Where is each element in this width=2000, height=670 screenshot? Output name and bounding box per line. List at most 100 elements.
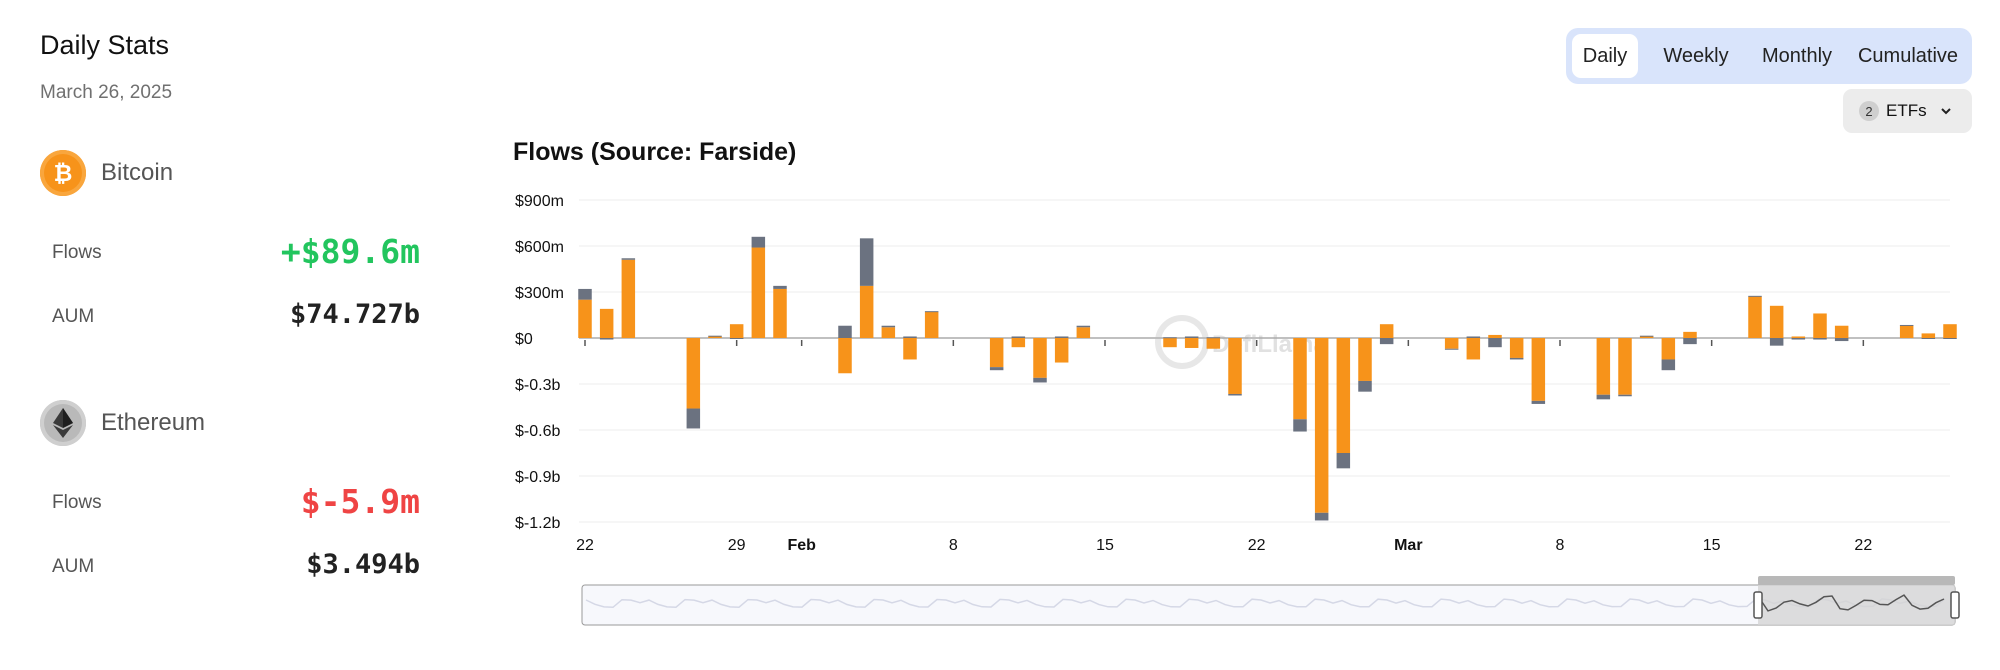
period-daily-button[interactable]: Daily — [1572, 34, 1638, 78]
ethereum-bar[interactable] — [1444, 348, 1459, 350]
bitcoin-bar[interactable] — [1379, 324, 1394, 338]
ethereum-bar[interactable] — [729, 338, 744, 339]
bitcoin-bar[interactable] — [838, 338, 852, 374]
bitcoin-bar[interactable] — [1834, 325, 1849, 338]
ethereum-bar[interactable] — [1899, 324, 1914, 326]
ethereum-bar[interactable] — [989, 367, 1004, 371]
bitcoin-bar[interactable] — [881, 327, 896, 338]
ethereum-bar[interactable] — [1748, 295, 1762, 297]
ethereum-bar[interactable] — [1163, 337, 1177, 339]
bitcoin-bar[interactable] — [1206, 338, 1221, 349]
zoom-handle-right[interactable] — [1950, 591, 1960, 619]
zoom-handle-left[interactable] — [1753, 591, 1763, 619]
bitcoin-bar[interactable] — [1661, 338, 1676, 360]
ethereum-bar[interactable] — [1336, 453, 1351, 469]
ethereum-bar[interactable] — [1769, 338, 1784, 346]
bitcoin-bar[interactable] — [1163, 338, 1177, 348]
ethereum-bar[interactable] — [599, 338, 614, 340]
ethereum-bar[interactable] — [1943, 338, 1957, 339]
ethereum-bar[interactable] — [1618, 394, 1632, 397]
ethereum-bar[interactable] — [1011, 336, 1026, 338]
ethereum-bar[interactable] — [751, 236, 766, 248]
bitcoin-bar[interactable] — [1011, 338, 1026, 348]
bitcoin-bar[interactable] — [1791, 336, 1806, 338]
ethereum-bar[interactable] — [1054, 336, 1069, 338]
ethereum-bar[interactable] — [773, 285, 787, 289]
bitcoin-bar[interactable] — [1639, 336, 1654, 338]
ethereum-bar[interactable] — [1661, 359, 1676, 371]
ethereum-bar[interactable] — [1531, 400, 1546, 404]
bitcoin-bar[interactable] — [1899, 325, 1914, 338]
ethereum-bar[interactable] — [1033, 377, 1047, 383]
bitcoin-bar[interactable] — [578, 299, 592, 338]
bitcoin-bar[interactable] — [1769, 305, 1784, 338]
ethereum-bar[interactable] — [708, 335, 722, 337]
bitcoin-bar[interactable] — [903, 338, 917, 360]
bitcoin-bar[interactable] — [989, 338, 1004, 368]
bitcoin-bar[interactable] — [686, 338, 701, 409]
bitcoin-bar[interactable] — [1228, 338, 1242, 394]
ethereum-bar[interactable] — [1228, 393, 1242, 396]
ethereum-bar[interactable] — [1488, 338, 1502, 348]
ethereum-bar[interactable] — [1184, 336, 1199, 338]
bitcoin-bar[interactable] — [1444, 338, 1459, 349]
bitcoin-bar[interactable] — [1488, 334, 1502, 338]
bitcoin-bar[interactable] — [1618, 338, 1632, 395]
bitcoin-bar[interactable] — [1596, 338, 1611, 395]
ethereum-bar[interactable] — [1206, 337, 1221, 339]
ethereum-bar[interactable] — [1293, 419, 1307, 432]
period-weekly-button[interactable]: Weekly — [1663, 44, 1729, 67]
bitcoin-bar[interactable] — [1076, 327, 1091, 338]
bitcoin-bar[interactable] — [1531, 338, 1546, 401]
ethereum-bar[interactable] — [1639, 335, 1654, 337]
ethereum-bar[interactable] — [686, 408, 701, 429]
bitcoin-bar[interactable] — [1943, 324, 1957, 338]
bitcoin-bar[interactable] — [1054, 338, 1069, 363]
zoom-drag-bar[interactable] — [1758, 576, 1955, 585]
bitcoin-bar[interactable] — [621, 259, 636, 338]
bitcoin-bar[interactable] — [924, 311, 939, 338]
ethereum-bar[interactable] — [621, 258, 636, 260]
period-monthly-button[interactable]: Monthly — [1761, 44, 1833, 67]
bitcoin-bar[interactable] — [1748, 296, 1762, 338]
bitcoin-bar[interactable] — [859, 285, 874, 338]
bitcoin-bar[interactable] — [708, 336, 722, 338]
ethereum-bar[interactable] — [1813, 338, 1827, 340]
ethereum-bar[interactable] — [1379, 338, 1394, 345]
ethereum-bar[interactable] — [1921, 338, 1936, 339]
ethereum-bar[interactable] — [1358, 380, 1372, 392]
period-cumulative-button[interactable]: Cumulative — [1857, 44, 1959, 67]
x-tick-label: 22 — [1854, 537, 1872, 554]
bitcoin-bar[interactable] — [729, 324, 744, 338]
ethereum-bar[interactable] — [881, 325, 896, 328]
bitcoin-bar[interactable] — [1466, 338, 1481, 360]
bitcoin-bar[interactable] — [1314, 338, 1329, 513]
bitcoin-bar[interactable] — [1293, 338, 1307, 420]
ethereum-bar[interactable] — [1791, 338, 1806, 340]
bitcoin-bar[interactable] — [1921, 333, 1936, 338]
bitcoin-bar[interactable] — [1033, 338, 1047, 378]
ethereum-bar[interactable] — [859, 238, 874, 286]
bitcoin-bar[interactable] — [1336, 338, 1351, 453]
zoom-slider[interactable] — [581, 576, 1960, 626]
ethereum-bar[interactable] — [924, 311, 939, 313]
bitcoin-bar[interactable] — [599, 308, 614, 338]
bitcoin-bar[interactable] — [1358, 338, 1372, 381]
ethereum-bar[interactable] — [1834, 338, 1849, 342]
etf-filter-dropdown[interactable]: 2 ETFs — [1843, 89, 1972, 133]
ethereum-bar[interactable] — [838, 325, 852, 338]
bitcoin-bar[interactable] — [773, 288, 787, 338]
bitcoin-bar[interactable] — [1813, 313, 1827, 338]
bitcoin-bar[interactable] — [751, 247, 766, 338]
ethereum-bar[interactable] — [1466, 336, 1481, 338]
ethereum-bar[interactable] — [1596, 394, 1611, 400]
ethereum-bar[interactable] — [1683, 338, 1697, 345]
ethereum-bar[interactable] — [1509, 357, 1524, 360]
ethereum-bar[interactable] — [903, 336, 917, 338]
ethereum-bar[interactable] — [1076, 325, 1091, 328]
bitcoin-bar[interactable] — [1683, 331, 1697, 338]
bitcoin-bar[interactable] — [1509, 338, 1524, 358]
ethereum-bar[interactable] — [578, 288, 592, 300]
ethereum-bar[interactable] — [1314, 512, 1329, 521]
bitcoin-bar[interactable] — [1184, 338, 1199, 348]
